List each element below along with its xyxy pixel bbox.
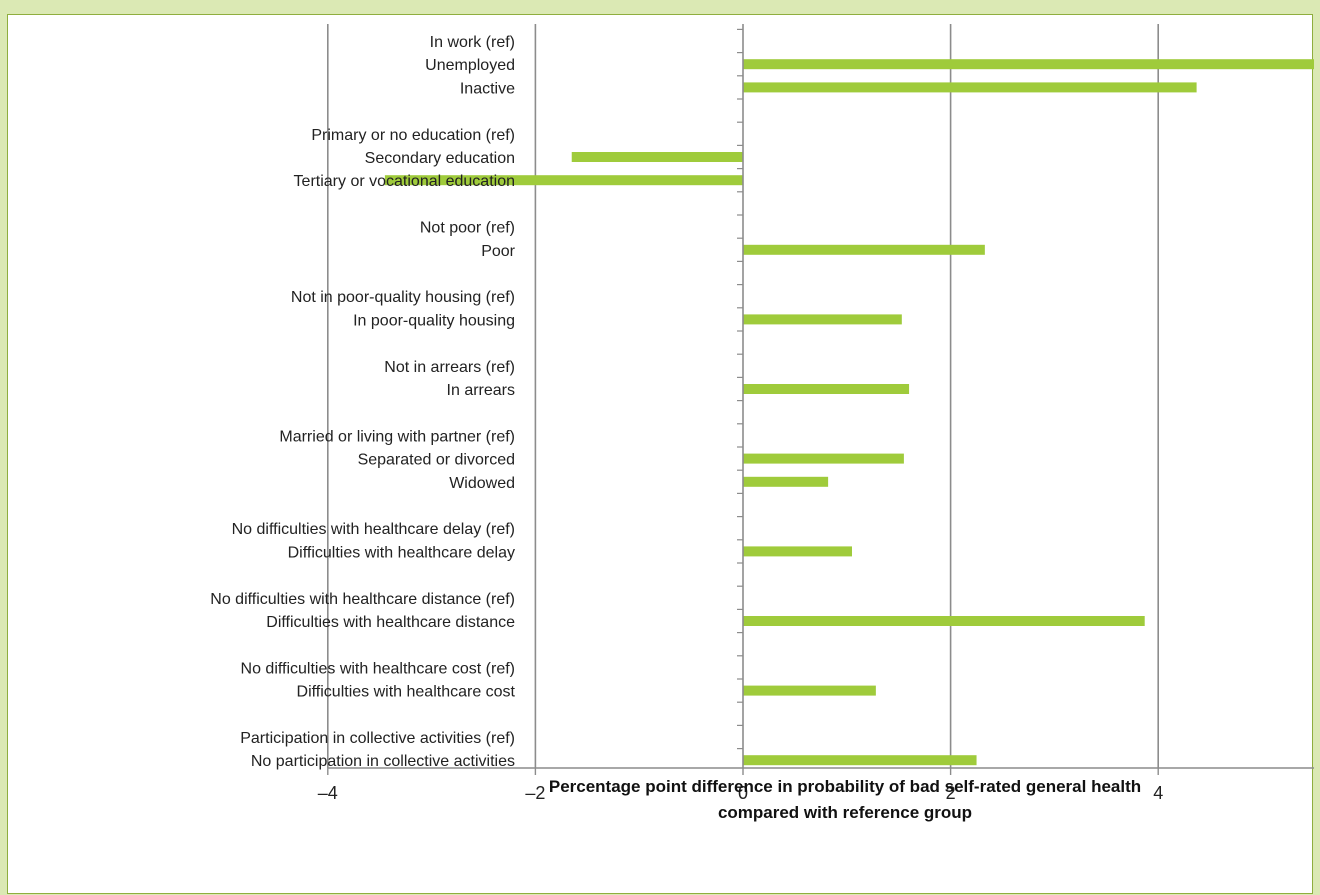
category-label: Difficulties with healthcare distance [266,614,515,631]
x-tick-label: 4 [1153,783,1163,803]
bars [384,59,1314,766]
x-axis-title-line-2: compared with reference group [718,803,972,822]
bar-chart: In work (ref) Unemployed Inactive Primary o… [210,24,1314,822]
category-label: Primary or no education (ref) [311,127,515,144]
category-label: Tertiary or vocational education [294,173,515,190]
bar [743,685,876,696]
bar [384,175,743,186]
category-label: No difficulties with healthcare distance… [210,591,515,608]
category-label: Poor [481,243,515,260]
category-label: No participation in collective activitie… [251,753,515,770]
x-tick-label: 0 [738,783,748,803]
bar [743,384,910,394]
bar [743,476,829,487]
category-label: In poor-quality housing [353,312,515,329]
category-label: Separated or divorced [358,452,515,469]
chart-panel: In work (ref) Unemployed Inactive Primary o… [7,14,1314,894]
bar [571,152,743,162]
bar [743,616,1145,626]
x-tick-label: –4 [318,783,338,803]
category-label: Inactive [460,80,515,97]
bar [743,244,985,255]
category-label: In arrears [447,382,515,399]
category-label: Difficulties with healthcare delay [288,544,515,561]
category-label: Difficulties with healthcare cost [297,684,516,701]
x-tick-label: 2 [946,783,956,803]
bar [743,314,902,325]
category-labels: In work (ref) Unemployed Inactive Primary o… [210,34,515,770]
zero-axis [737,24,744,768]
x-axis-title-line-1: Percentage point difference in probabili… [549,777,1141,796]
category-label: Not in poor-quality housing (ref) [291,289,515,306]
bar [743,453,904,464]
category-label: Not in arrears (ref) [384,359,515,376]
category-label: Participation in collective activities (… [240,730,515,747]
bar [743,755,977,766]
bar [743,82,1197,93]
category-label: Secondary education [365,150,515,167]
x-tick-labels: –4–202468 [318,783,1163,803]
bar [743,59,1314,70]
category-label: No difficulties with healthcare delay (r… [232,521,515,538]
category-label: Married or living with partner (ref) [279,428,515,445]
category-label: Not poor (ref) [420,220,515,237]
category-label: In work (ref) [430,34,515,51]
bar [743,546,852,557]
gridlines [326,24,1314,775]
x-tick-label: –2 [525,783,545,803]
category-label: Unemployed [425,57,515,74]
category-label: Widowed [449,475,515,492]
category-label: No difficulties with healthcare cost (re… [241,660,515,677]
